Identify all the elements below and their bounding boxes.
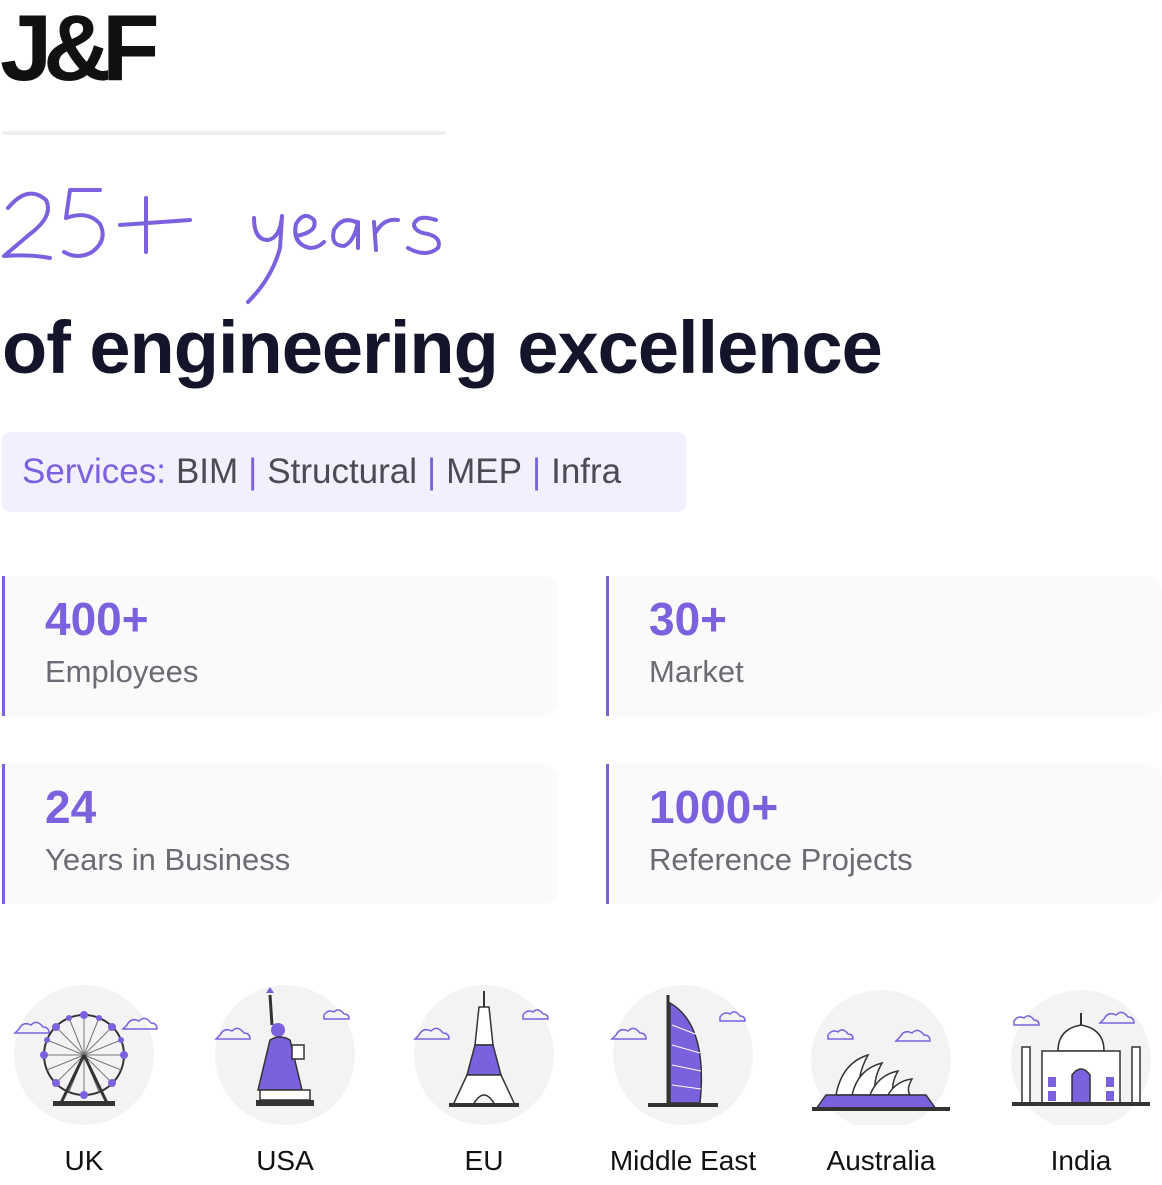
- script-heading-text: 25+ years: [0, 178, 5, 179]
- service-item-bim: BIM: [175, 452, 239, 491]
- stat-value: 400+: [45, 593, 149, 645]
- service-separator: |: [532, 452, 542, 491]
- brand-logo-text: J&F: [0, 0, 156, 90]
- stat-card-market: 30+ Market: [606, 576, 1162, 716]
- eiffel-tower-icon: [413, 985, 554, 1125]
- statue-of-liberty-icon: [214, 985, 355, 1125]
- services-banner: Services: BIM | Structural | MEP | Infra: [2, 432, 686, 512]
- region-label: USA: [256, 1145, 314, 1176]
- stat-value: 24: [45, 781, 97, 833]
- stat-label: Reference Projects: [649, 842, 913, 877]
- page-headline: of engineering excellence: [2, 306, 883, 389]
- service-separator: |: [427, 452, 437, 491]
- header-divider: [2, 131, 446, 135]
- service-separator: |: [248, 452, 258, 491]
- stat-label: Years in Business: [45, 842, 291, 877]
- region-eu: EU: [389, 985, 579, 1185]
- service-item-structural: Structural: [267, 452, 418, 491]
- stat-value: 1000+: [649, 781, 779, 833]
- region-india: India: [986, 985, 1162, 1185]
- region-label: India: [1050, 1145, 1112, 1176]
- stat-card-employees: 400+ Employees: [2, 576, 558, 716]
- region-australia: Australia: [786, 985, 976, 1185]
- region-usa: USA: [190, 985, 380, 1185]
- region-uk: UK: [0, 985, 179, 1185]
- stat-card-reference-projects: 1000+ Reference Projects: [606, 764, 1162, 904]
- region-label: EU: [464, 1145, 504, 1176]
- london-eye-icon: [13, 985, 158, 1125]
- sydney-opera-house-icon: [811, 990, 951, 1125]
- stat-card-years-in-business: 24 Years in Business: [2, 764, 558, 904]
- region-label: Australia: [826, 1145, 936, 1176]
- taj-mahal-icon: [1011, 990, 1151, 1125]
- stat-label: Employees: [45, 654, 199, 689]
- region-label: Middle East: [609, 1145, 757, 1176]
- brand-logo[interactable]: J&F: [0, 0, 170, 90]
- stat-label: Market: [649, 654, 744, 689]
- region-label: UK: [64, 1145, 104, 1176]
- services-prefix: Services:: [22, 452, 166, 491]
- burj-al-arab-icon: [610, 985, 753, 1125]
- script-heading: 25+ years: [0, 178, 441, 304]
- region-middle-east: Middle East: [588, 985, 778, 1185]
- service-item-infra: Infra: [551, 452, 622, 491]
- service-item-mep: MEP: [446, 452, 522, 491]
- stat-value: 30+: [649, 593, 728, 645]
